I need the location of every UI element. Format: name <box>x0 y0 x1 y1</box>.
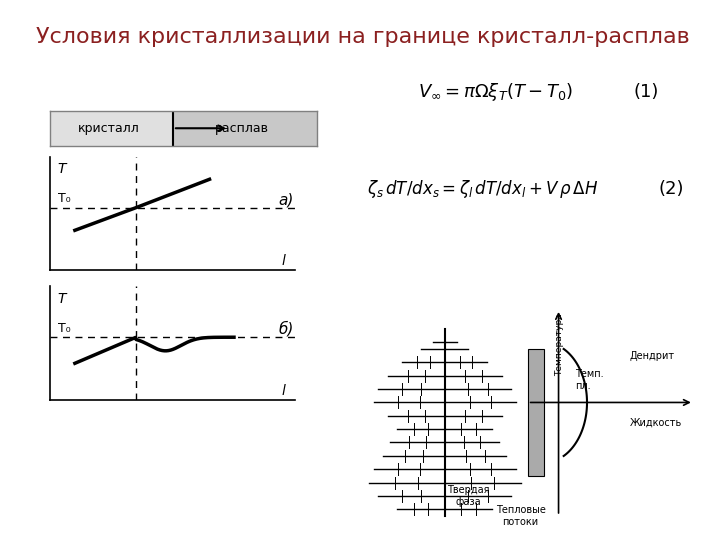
Text: Тепловые
потоки: Тепловые потоки <box>495 505 546 526</box>
Text: кристалл: кристалл <box>78 122 140 135</box>
Text: l: l <box>282 384 285 398</box>
Text: T: T <box>58 163 66 176</box>
Text: $V_{\infty}=\pi\Omega\xi_{T}(T-T_0)$: $V_{\infty}=\pi\Omega\xi_{T}(T-T_0)$ <box>418 81 573 103</box>
Text: а): а) <box>278 192 294 207</box>
Text: $\zeta_s\,dT/dx_s = \zeta_l\,dT/dx_l + V\,\rho\,\Delta H$: $\zeta_s\,dT/dx_s = \zeta_l\,dT/dx_l + V… <box>367 178 598 200</box>
Text: T: T <box>58 292 66 306</box>
Text: (1): (1) <box>634 83 659 101</box>
Text: T₀: T₀ <box>58 322 71 335</box>
Text: Условия кристаллизации на границе кристалл-расплав: Условия кристаллизации на границе криста… <box>36 27 690 47</box>
Text: Темп.
пл.: Темп. пл. <box>575 369 604 390</box>
Text: расплав: расплав <box>215 122 269 135</box>
Text: Жидкость: Жидкость <box>630 417 682 428</box>
Text: l: l <box>282 254 285 268</box>
Text: Дендрит: Дендрит <box>630 351 675 361</box>
Bar <box>50 111 173 146</box>
Bar <box>528 349 544 476</box>
Text: б): б) <box>278 321 294 337</box>
Text: Твердая
фаза: Твердая фаза <box>447 485 490 507</box>
Text: T₀: T₀ <box>58 192 71 205</box>
Text: (2): (2) <box>659 180 684 198</box>
Text: Температура: Температура <box>555 313 564 376</box>
